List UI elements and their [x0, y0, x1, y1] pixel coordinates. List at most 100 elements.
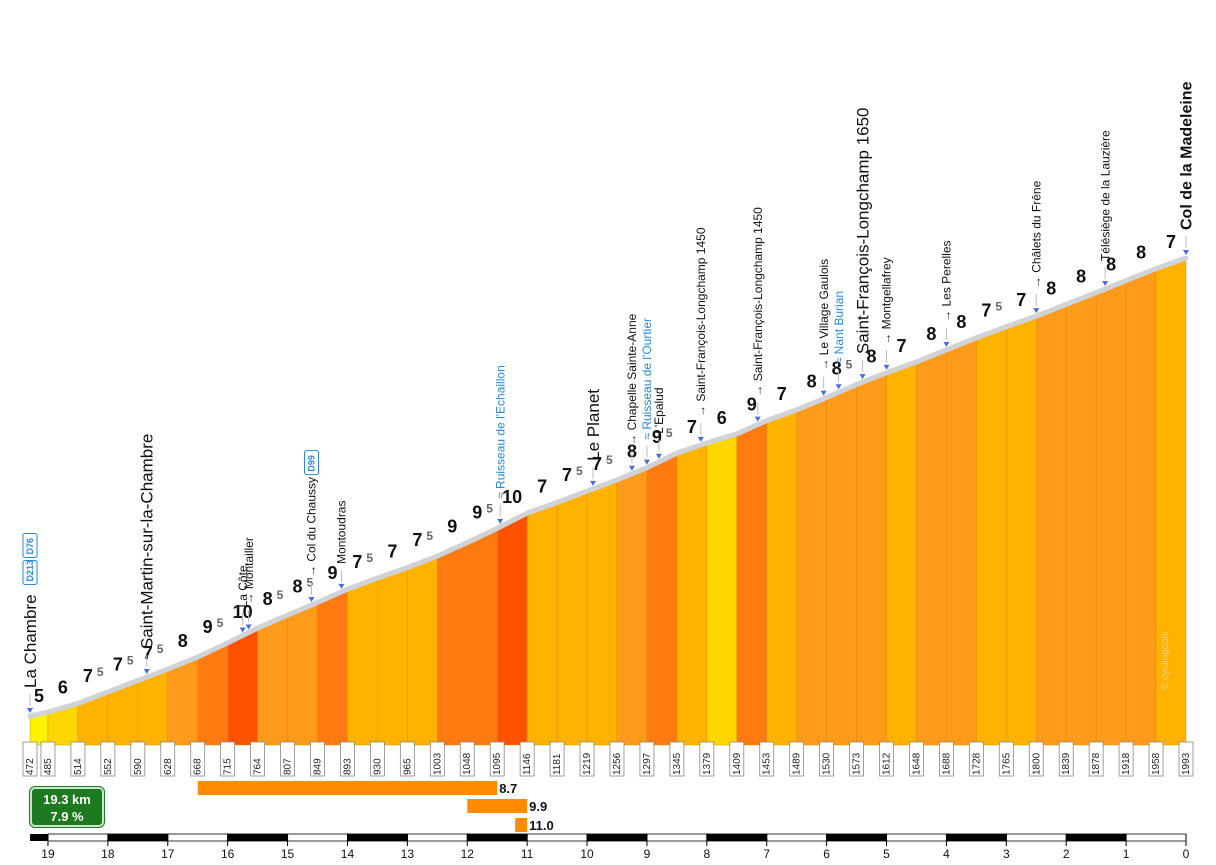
- segment-gradient-label: 7: [562, 465, 572, 485]
- gradient-segment: [586, 481, 618, 746]
- place-label: Montoudras: [335, 501, 349, 564]
- elevation-box: [789, 741, 805, 777]
- gradient-segment: [886, 363, 917, 746]
- elevation-label: 485: [43, 758, 54, 775]
- segment-gradient-decimal: 5: [307, 575, 314, 589]
- place-marker-icon: [27, 708, 33, 713]
- elevation-label: 807: [283, 758, 294, 775]
- place-label: L'Epalud: [652, 387, 666, 433]
- km-axis-block: [287, 833, 348, 842]
- gradient-segment: [706, 435, 738, 746]
- segment-gradient-label: 7: [592, 454, 602, 474]
- elevation-label: 1345: [672, 752, 683, 775]
- road-number-label: D99: [307, 455, 317, 472]
- elevation-box: [1178, 741, 1194, 777]
- elevation-label: 893: [342, 758, 353, 775]
- km-tick-label: 5: [883, 847, 890, 861]
- gradient-segment: [317, 590, 348, 746]
- segment-gradient-label: 6: [717, 408, 727, 428]
- place-marker-icon: [883, 364, 890, 370]
- gradient-segment: [766, 411, 797, 746]
- elevation-label: 590: [133, 758, 144, 775]
- place-label: → Saint-François-Longchamp 1450: [694, 227, 708, 417]
- watermark: © cyclingcols: [1160, 631, 1171, 691]
- road-number-badge: [22, 533, 38, 558]
- segment-gradient-decimal: 5: [97, 665, 104, 679]
- elevation-label: 472: [25, 758, 36, 775]
- segment-gradient-label: 10: [502, 487, 522, 507]
- place-marker-icon: [859, 374, 866, 380]
- gradient-segment: [137, 670, 169, 746]
- elevation-label: 1993: [1181, 752, 1192, 775]
- gradient-segment: [916, 351, 947, 746]
- water-crossing-label: ≈ Ruisseau de l'Echaillon: [493, 365, 507, 499]
- segment-gradient-decimal: 5: [157, 642, 164, 656]
- km-tick-label: 2: [1063, 847, 1070, 861]
- segment-gradient-label: 8: [926, 324, 936, 344]
- place-marker-icon: [1183, 250, 1189, 255]
- km-tick-label: 12: [461, 847, 475, 861]
- elevation-label: 1095: [492, 752, 503, 775]
- segment-gradient-decimal: 5: [666, 426, 673, 440]
- segment-gradient-label: 8: [807, 371, 817, 391]
- segment-gradient-decimal: 5: [606, 453, 613, 467]
- gradient-segment: [1006, 317, 1037, 746]
- elevation-label: 1878: [1091, 752, 1102, 775]
- elevation-box: [250, 741, 266, 777]
- gradient-segment: [526, 504, 558, 746]
- climb-summary-badge: 19.3 km 7.9 %: [29, 786, 105, 828]
- place-marker-icon: [697, 436, 704, 442]
- gradient-segment: [556, 492, 588, 746]
- segment-gradient-decimal: 5: [846, 357, 853, 371]
- km-tick-label: 7: [763, 847, 770, 861]
- elevation-box: [130, 741, 146, 777]
- elevation-label: 1573: [852, 752, 863, 775]
- elevation-box: [22, 741, 38, 777]
- segment-gradient-label: 8: [867, 347, 877, 367]
- elevation-box: [1028, 741, 1044, 777]
- elevation-box: [1088, 741, 1104, 777]
- elevation-box: [968, 741, 984, 777]
- elevation-box: [369, 741, 385, 777]
- elevation-box: [100, 741, 116, 777]
- elevation-box: [160, 741, 176, 777]
- place-label: → Chapelle Sainte-Anne: [625, 313, 639, 445]
- segment-gradient-label: 5: [34, 686, 44, 706]
- km-tick-label: 8: [703, 847, 710, 861]
- place-label: Télésiège de la Lauzière: [1098, 130, 1112, 261]
- elevation-box: [998, 741, 1014, 777]
- km-tick-label: 14: [341, 847, 355, 861]
- place-label: Saint-Martin-sur-la-Chambre: [138, 434, 157, 649]
- segment-gradient-label: 8: [293, 576, 303, 596]
- km-tick-label: 0: [1183, 847, 1190, 861]
- elevation-label: 1048: [462, 752, 473, 775]
- segment-gradient-decimal: 5: [486, 501, 493, 515]
- segment-gradient-label: 7: [777, 384, 787, 404]
- place-label: → Le Village Gaulois: [817, 259, 831, 371]
- elevation-label: 1648: [911, 752, 922, 775]
- elevation-box: [759, 741, 775, 777]
- segment-gradient-label: 8: [263, 589, 273, 609]
- km-tick-label: 10: [580, 847, 594, 861]
- segment-gradient-label: 7: [896, 336, 906, 356]
- gradient-segment: [466, 530, 498, 746]
- km-axis-block: [526, 833, 588, 842]
- water-crossing-label: ≈ Ruisseau de l'Ourtier: [640, 318, 654, 440]
- elevation-label: 1181: [552, 753, 563, 775]
- place-marker-icon: [308, 597, 315, 603]
- place-label: Le Planet: [584, 389, 603, 461]
- segment-gradient-label: 7: [1016, 290, 1026, 310]
- segment-gradient-label: 8: [1076, 267, 1086, 287]
- gradient-segment: [257, 616, 288, 746]
- elevation-box: [1118, 741, 1134, 777]
- segment-gradient-label: 7: [981, 301, 991, 321]
- gradient-segment: [227, 629, 258, 746]
- km-tick-label: 6: [823, 847, 830, 861]
- segment-gradient-label: 7: [1166, 232, 1176, 252]
- elevation-box: [879, 741, 894, 777]
- elevation-label: 668: [193, 758, 204, 775]
- gradient-segment: [29, 713, 49, 746]
- segment-gradient-label: 9: [327, 563, 337, 583]
- segment-gradient-label: 8: [1136, 243, 1146, 263]
